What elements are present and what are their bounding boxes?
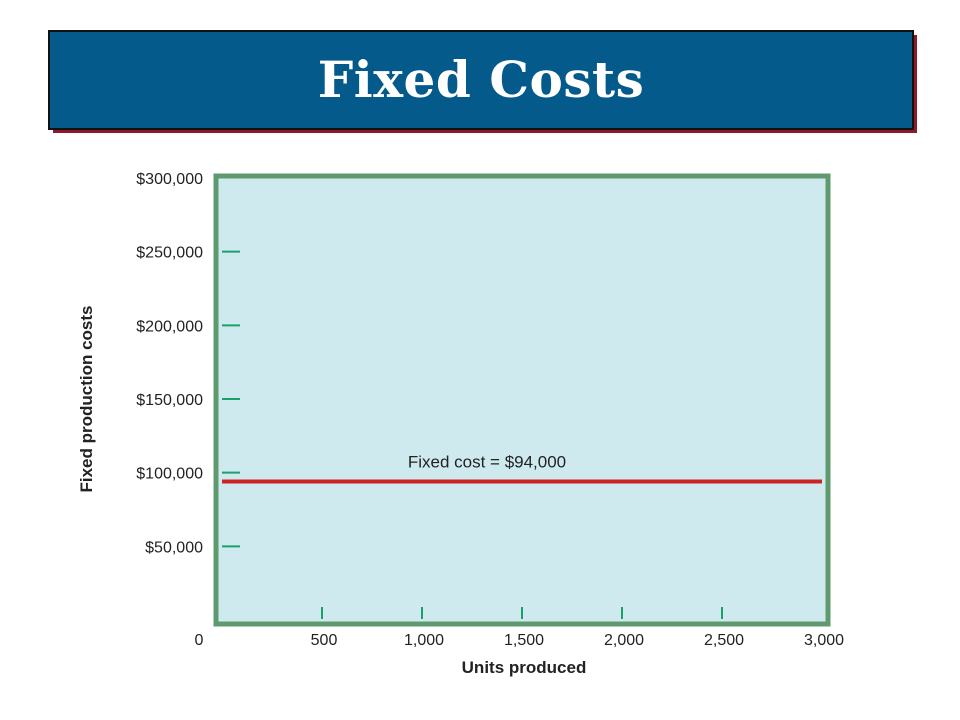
y-tick-label: $100,000 — [136, 466, 203, 483]
y-tick-label: $150,000 — [136, 392, 203, 409]
plot-frame — [213, 173, 831, 627]
y-tick-label: $50,000 — [145, 539, 203, 556]
y-axis-tick-labels: $50,000 $100,000 $150,000 $200,000 $250,000 $… — [136, 171, 203, 556]
plot-area — [216, 176, 828, 624]
slide-title: Fixed Costs — [317, 50, 645, 109]
x-tick-label: 3,000 — [804, 632, 844, 649]
y-axis-label: Fixed production costs — [77, 305, 96, 492]
x-tick-label: 1,500 — [504, 632, 544, 649]
x-axis-label: Units produced — [462, 658, 587, 677]
x-axis-tick-labels: 500 1,000 1,500 2,000 2,500 3,000 — [311, 632, 844, 649]
x-tick-label: 2,000 — [604, 632, 644, 649]
x-tick-label: 1,000 — [404, 632, 444, 649]
title-banner: Fixed Costs — [48, 30, 914, 130]
origin-label: 0 — [195, 632, 204, 649]
annotations: Fixed cost = $94,000 — [408, 453, 566, 472]
x-tick-label: 2,500 — [704, 632, 744, 649]
fixed-cost-annotation: Fixed cost = $94,000 — [408, 453, 566, 472]
x-tick-label: 500 — [311, 632, 338, 649]
y-tick-label: $250,000 — [136, 245, 203, 262]
y-axis-ticks — [222, 250, 240, 548]
y-tick-label: $300,000 — [136, 171, 203, 188]
y-tick-label: $200,000 — [136, 318, 203, 335]
x-axis-ticks — [321, 607, 723, 619]
